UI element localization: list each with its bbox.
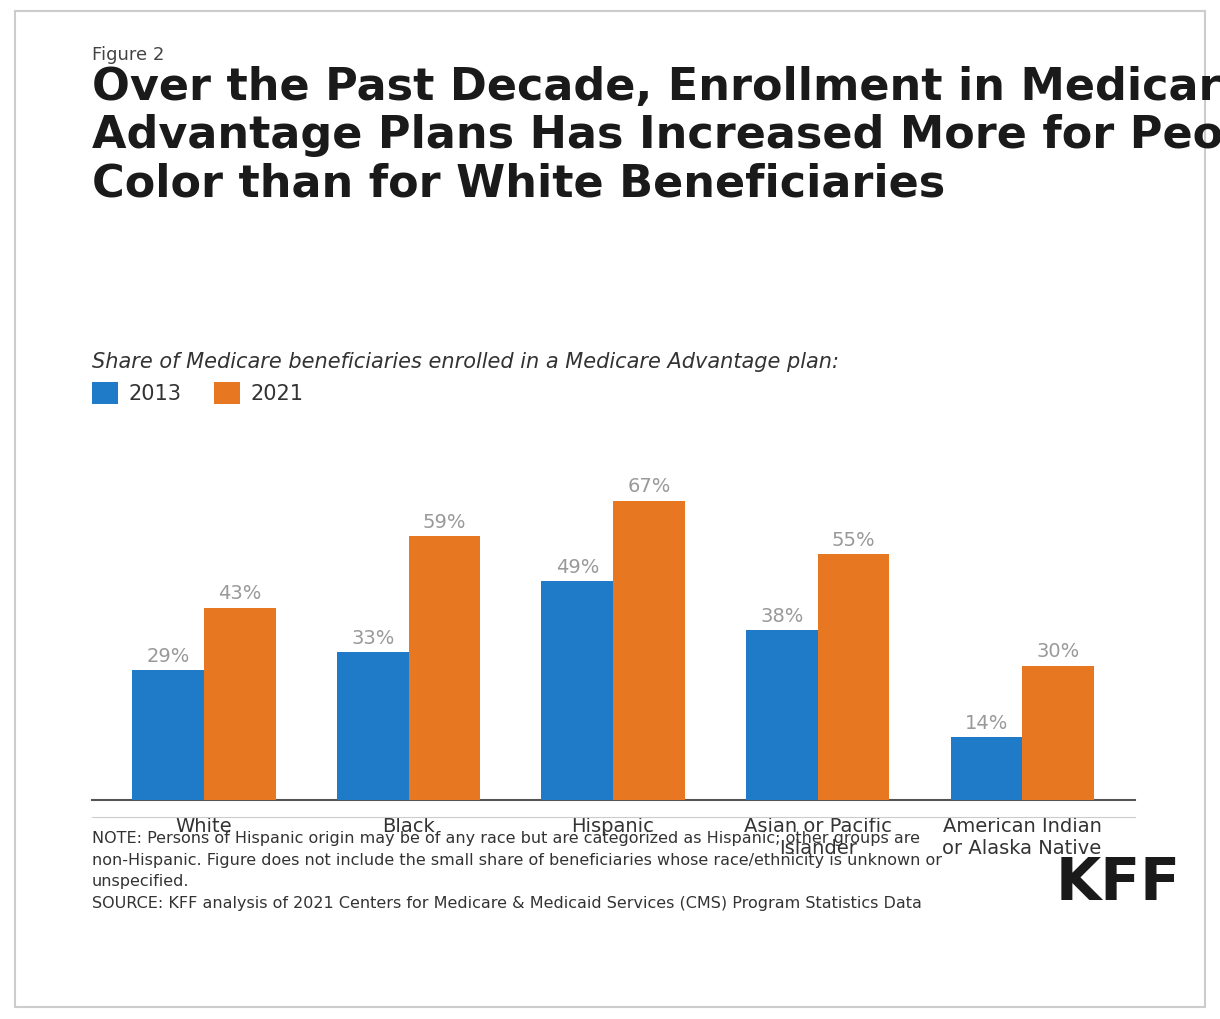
Text: 2021: 2021: [250, 383, 303, 404]
Text: 38%: 38%: [760, 606, 804, 625]
Text: NOTE: Persons of Hispanic origin may be of any race but are categorized as Hispa: NOTE: Persons of Hispanic origin may be …: [92, 830, 942, 910]
Text: Figure 2: Figure 2: [92, 46, 163, 64]
Text: 59%: 59%: [422, 513, 466, 532]
Text: 29%: 29%: [146, 646, 190, 665]
Text: Share of Medicare beneficiaries enrolled in a Medicare Advantage plan:: Share of Medicare beneficiaries enrolled…: [92, 352, 838, 372]
Bar: [409, 537, 481, 800]
Bar: [542, 582, 614, 800]
Text: 33%: 33%: [351, 629, 394, 647]
Text: Over the Past Decade, Enrollment in Medicare
Advantage Plans Has Increased More : Over the Past Decade, Enrollment in Medi…: [92, 66, 1220, 205]
Text: 14%: 14%: [965, 713, 1008, 732]
Text: 49%: 49%: [555, 557, 599, 576]
Text: 67%: 67%: [627, 477, 671, 496]
Bar: [204, 608, 276, 800]
Bar: [614, 501, 684, 800]
Text: KFF: KFF: [1055, 854, 1180, 911]
Text: 43%: 43%: [218, 584, 261, 603]
Bar: [1022, 666, 1093, 800]
Text: 30%: 30%: [1036, 642, 1080, 660]
Bar: [817, 554, 889, 800]
Bar: [133, 671, 204, 800]
Bar: [337, 653, 409, 800]
Text: 2013: 2013: [128, 383, 181, 404]
Bar: [745, 631, 817, 800]
Bar: [950, 738, 1022, 800]
Text: 55%: 55%: [832, 530, 875, 549]
